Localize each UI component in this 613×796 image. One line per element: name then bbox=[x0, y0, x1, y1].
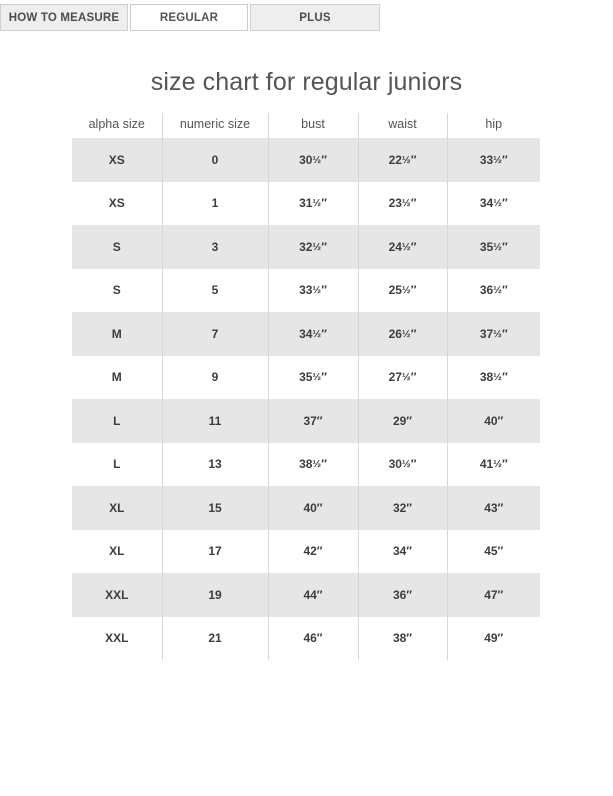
tab-plus-label: PLUS bbox=[299, 11, 331, 24]
cell-hip: 38½″ bbox=[447, 355, 540, 399]
tab-plus[interactable]: PLUS bbox=[250, 4, 380, 31]
cell-hip: 33½″ bbox=[447, 138, 540, 182]
cell-waist: 27½″ bbox=[358, 355, 448, 399]
cell-bust: 31½″ bbox=[268, 181, 359, 225]
table-row: XXL 21 46″ 38″ 49″ bbox=[72, 616, 540, 660]
cell-alpha-size: L bbox=[72, 399, 163, 443]
cell-alpha-size: S bbox=[72, 225, 163, 269]
cell-hip: 34½″ bbox=[447, 181, 540, 225]
column-header-hip: hip bbox=[447, 113, 540, 138]
cell-hip: 43″ bbox=[447, 486, 540, 530]
cell-hip: 40″ bbox=[447, 399, 540, 443]
cell-bust: 46″ bbox=[268, 616, 359, 660]
cell-waist: 34″ bbox=[358, 529, 448, 573]
cell-alpha-size: XL bbox=[72, 529, 163, 573]
tab-how-to-measure-label: HOW TO MEASURE bbox=[8, 11, 120, 24]
cell-alpha-size: XS bbox=[72, 138, 163, 182]
tab-regular[interactable]: REGULAR bbox=[130, 4, 248, 31]
cell-bust: 33½″ bbox=[268, 268, 359, 312]
column-header-numeric-size: numeric size bbox=[162, 113, 269, 138]
cell-numeric-size: 3 bbox=[162, 225, 269, 269]
cell-waist: 36″ bbox=[358, 573, 448, 617]
cell-alpha-size: L bbox=[72, 442, 163, 486]
cell-numeric-size: 13 bbox=[162, 442, 269, 486]
cell-alpha-size: XXL bbox=[72, 616, 163, 660]
cell-waist: 22½″ bbox=[358, 138, 448, 182]
table-row: XL 17 42″ 34″ 45″ bbox=[72, 529, 540, 573]
page-title: size chart for regular juniors bbox=[150, 68, 463, 96]
table-row: XS 0 30½″ 22½″ 33½″ bbox=[72, 138, 540, 182]
cell-hip: 49″ bbox=[447, 616, 540, 660]
cell-numeric-size: 7 bbox=[162, 312, 269, 356]
cell-hip: 41½″ bbox=[447, 442, 540, 486]
table-row: XS 1 31½″ 23½″ 34½″ bbox=[72, 181, 540, 225]
cell-numeric-size: 11 bbox=[162, 399, 269, 443]
cell-alpha-size: XXL bbox=[72, 573, 163, 617]
size-chart-table: alpha size numeric size bust waist hip X… bbox=[72, 113, 540, 660]
cell-waist: 24½″ bbox=[358, 225, 448, 269]
cell-waist: 29″ bbox=[358, 399, 448, 443]
cell-bust: 44″ bbox=[268, 573, 359, 617]
cell-waist: 26½″ bbox=[358, 312, 448, 356]
cell-alpha-size: XL bbox=[72, 486, 163, 530]
table-row: S 5 33½″ 25½″ 36½″ bbox=[72, 268, 540, 312]
cell-numeric-size: 17 bbox=[162, 529, 269, 573]
cell-alpha-size: XS bbox=[72, 181, 163, 225]
table-row: XXL 19 44″ 36″ 47″ bbox=[72, 573, 540, 617]
cell-numeric-size: 19 bbox=[162, 573, 269, 617]
size-chart-tab-bar: HOW TO MEASURE REGULAR PLUS bbox=[0, 4, 613, 31]
table-row: L 11 37″ 29″ 40″ bbox=[72, 399, 540, 443]
table-row: M 9 35½″ 27½″ 38½″ bbox=[72, 355, 540, 399]
cell-waist: 23½″ bbox=[358, 181, 448, 225]
cell-bust: 35½″ bbox=[268, 355, 359, 399]
table-row: L 13 38½″ 30½″ 41½″ bbox=[72, 442, 540, 486]
cell-numeric-size: 1 bbox=[162, 181, 269, 225]
column-header-waist: waist bbox=[358, 113, 448, 138]
table-row: M 7 34½″ 26½″ 37½″ bbox=[72, 312, 540, 356]
table-header-row: alpha size numeric size bust waist hip bbox=[72, 113, 540, 138]
size-chart-table-body: XS 0 30½″ 22½″ 33½″ XS 1 31½″ 23½″ 34½″ S 3 32½″ 24½″… bbox=[72, 138, 540, 660]
cell-bust: 30½″ bbox=[268, 138, 359, 182]
cell-numeric-size: 5 bbox=[162, 268, 269, 312]
cell-waist: 30½″ bbox=[358, 442, 448, 486]
cell-numeric-size: 15 bbox=[162, 486, 269, 530]
cell-hip: 37½″ bbox=[447, 312, 540, 356]
cell-waist: 32″ bbox=[358, 486, 448, 530]
cell-bust: 34½″ bbox=[268, 312, 359, 356]
cell-numeric-size: 0 bbox=[162, 138, 269, 182]
cell-bust: 42″ bbox=[268, 529, 359, 573]
tab-how-to-measure[interactable]: HOW TO MEASURE bbox=[0, 4, 128, 31]
cell-alpha-size: S bbox=[72, 268, 163, 312]
cell-bust: 38½″ bbox=[268, 442, 359, 486]
cell-bust: 32½″ bbox=[268, 225, 359, 269]
cell-hip: 47″ bbox=[447, 573, 540, 617]
column-header-alpha-size: alpha size bbox=[72, 113, 163, 138]
cell-hip: 35½″ bbox=[447, 225, 540, 269]
cell-numeric-size: 21 bbox=[162, 616, 269, 660]
table-row: XL 15 40″ 32″ 43″ bbox=[72, 486, 540, 530]
size-chart-table-header: alpha size numeric size bust waist hip bbox=[72, 113, 540, 138]
cell-alpha-size: M bbox=[72, 312, 163, 356]
cell-waist: 38″ bbox=[358, 616, 448, 660]
cell-hip: 36½″ bbox=[447, 268, 540, 312]
cell-bust: 37″ bbox=[268, 399, 359, 443]
column-header-bust: bust bbox=[268, 113, 359, 138]
cell-hip: 45″ bbox=[447, 529, 540, 573]
cell-numeric-size: 9 bbox=[162, 355, 269, 399]
cell-bust: 40″ bbox=[268, 486, 359, 530]
cell-waist: 25½″ bbox=[358, 268, 448, 312]
cell-alpha-size: M bbox=[72, 355, 163, 399]
table-row: S 3 32½″ 24½″ 35½″ bbox=[72, 225, 540, 269]
tab-regular-label: REGULAR bbox=[159, 11, 219, 24]
